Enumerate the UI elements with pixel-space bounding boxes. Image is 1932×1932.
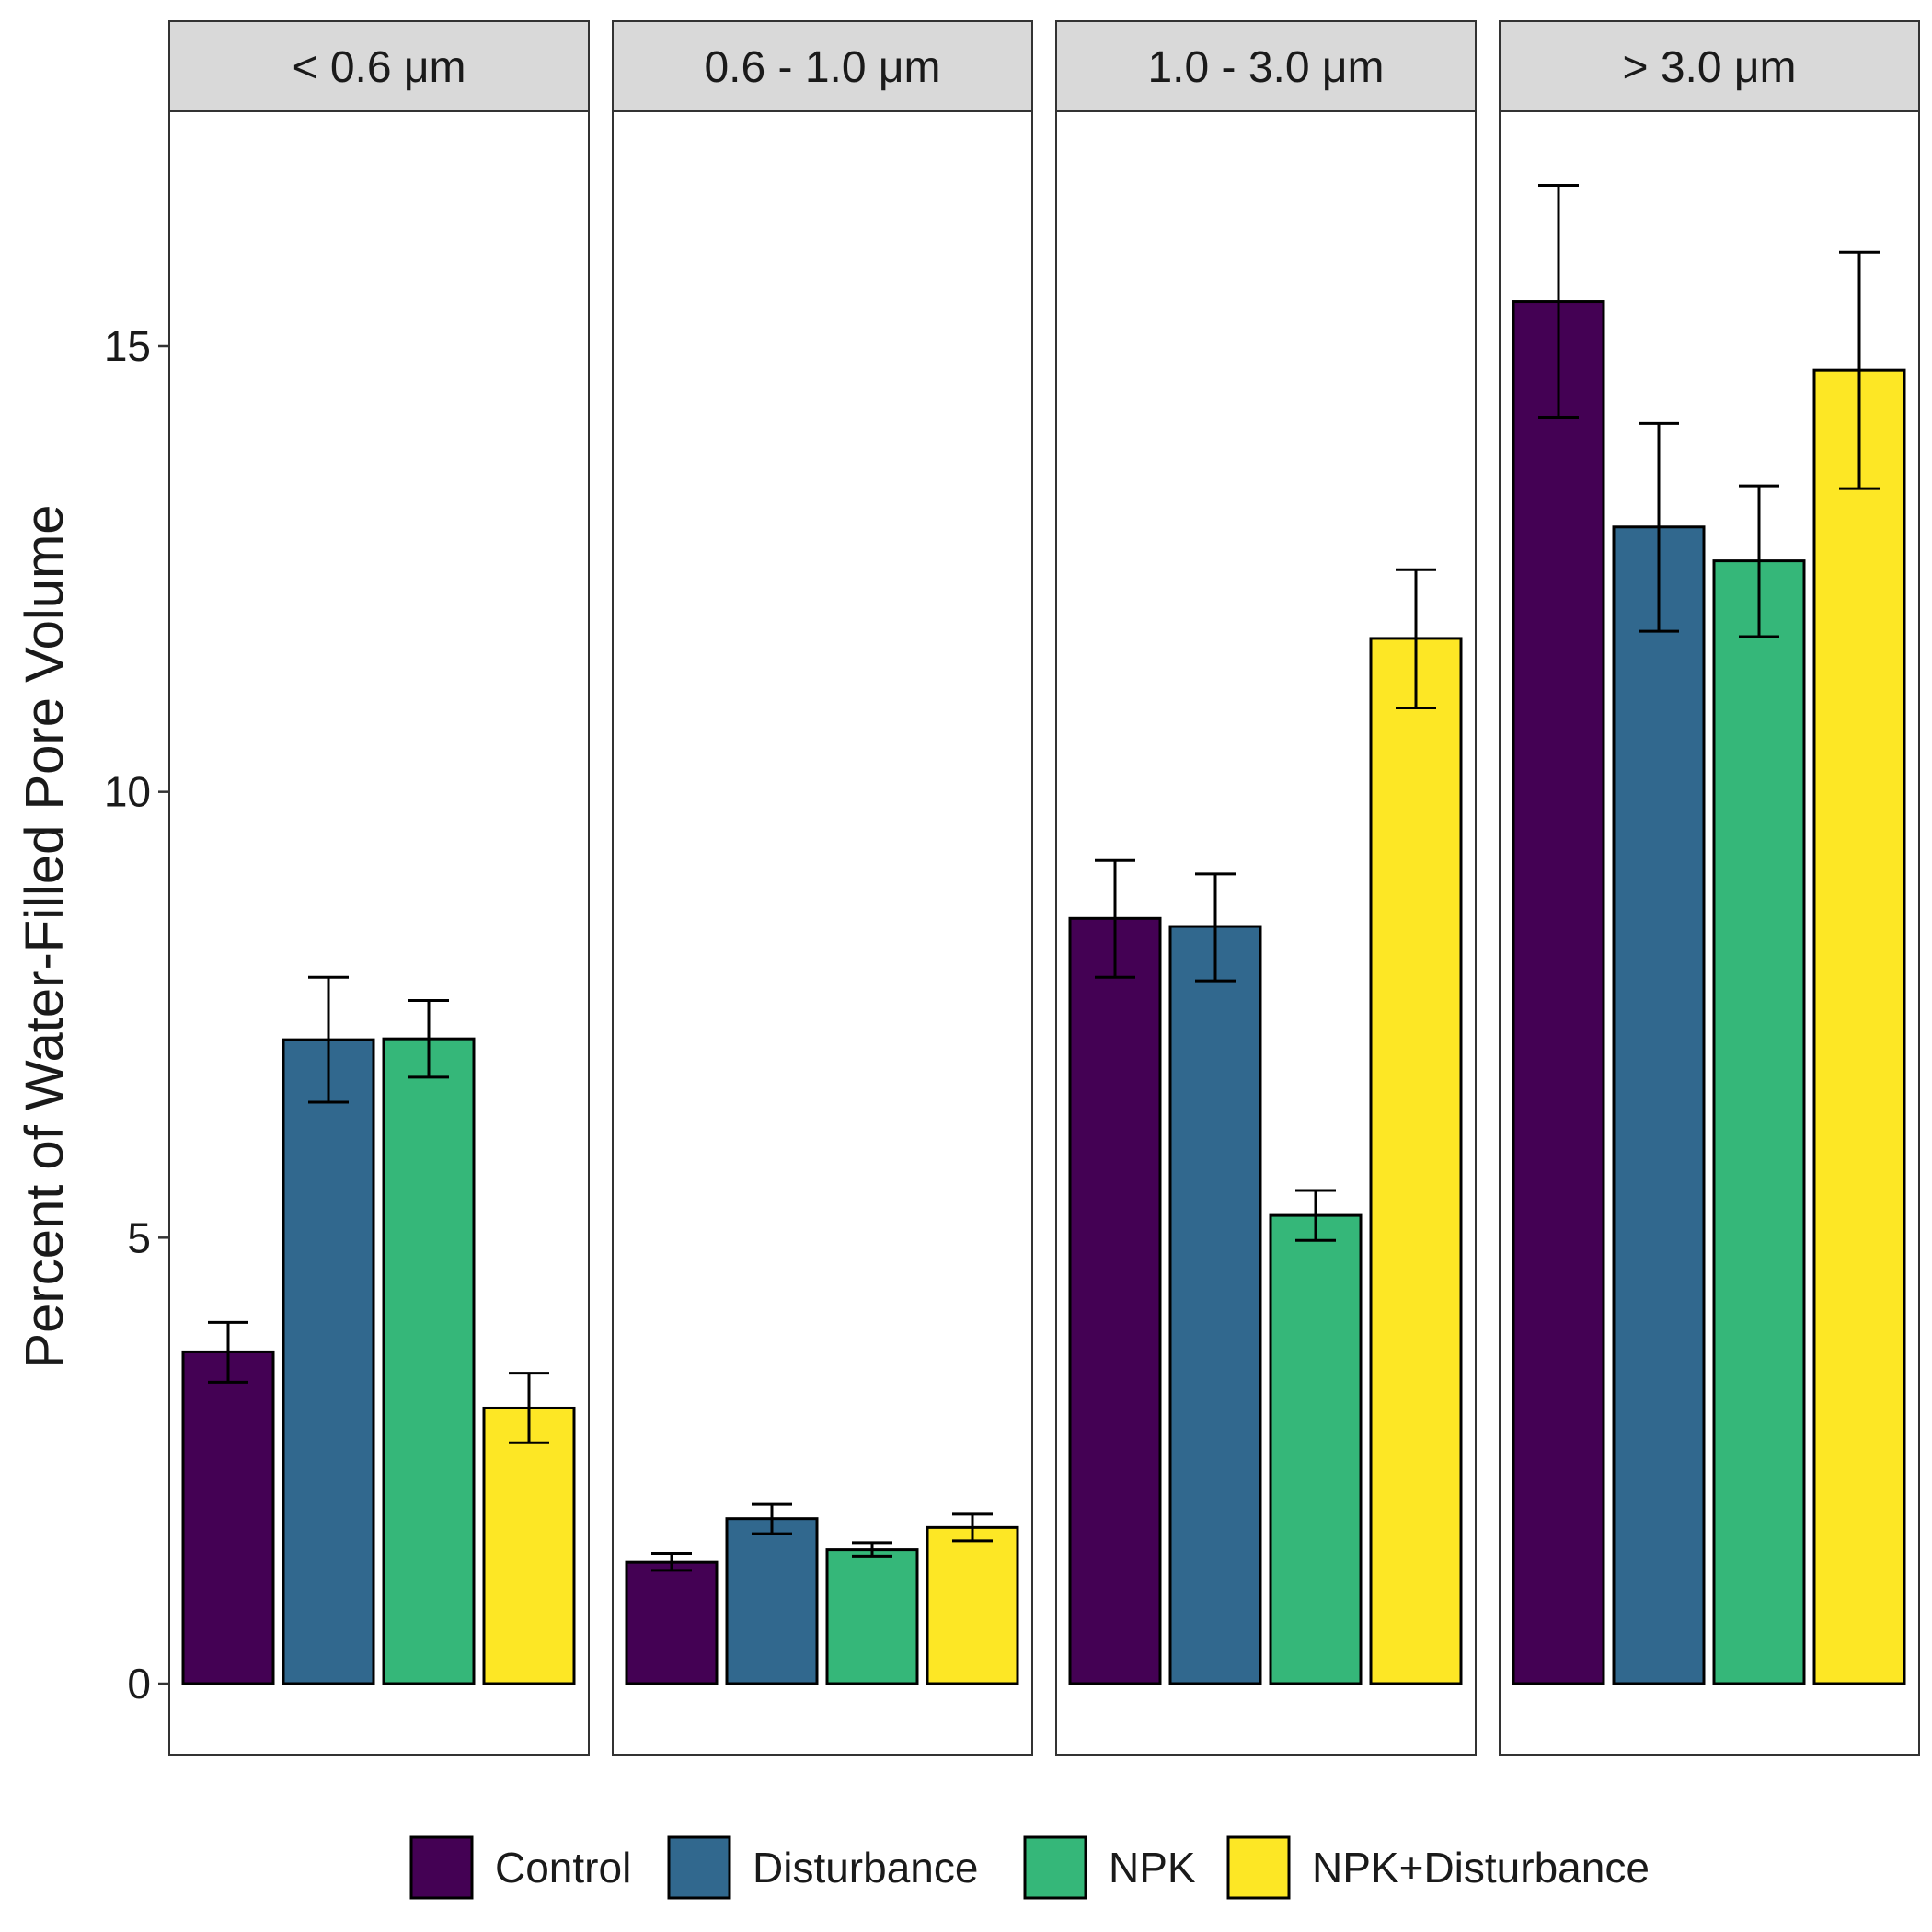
legend: Control Disturbance NPK NPK+Disturbance: [409, 1835, 1650, 1900]
error-bar: [1839, 250, 1880, 490]
y-tick-label-0: 0: [127, 1660, 151, 1708]
facet-panel-2: 0.6 - 1.0 μm: [612, 20, 1033, 1756]
bar-npk-disturbance: [1369, 637, 1463, 1685]
error-bar: [1739, 484, 1779, 638]
bar-control: [1512, 300, 1605, 1685]
bar-npk: [1712, 559, 1806, 1685]
facets: < 0.6 μm 0.6 - 1.0 μm 1.0 - 3.0 μm > 3.0 μm: [168, 20, 1920, 1756]
facet-strip-label: > 3.0 μm: [1622, 43, 1796, 92]
legend-label-npk: NPK: [1109, 1844, 1196, 1892]
error-bar: [1396, 568, 1436, 710]
error-bar: [1095, 858, 1135, 979]
error-bar: [509, 1372, 549, 1444]
bar-disturbance: [725, 1517, 819, 1685]
y-tick-label-15: 15: [104, 322, 151, 370]
facet-strip-label: < 0.6 μm: [292, 43, 466, 92]
facet-panel-4: > 3.0 μm: [1499, 20, 1920, 1756]
error-bar: [1295, 1189, 1336, 1242]
bar-npk: [825, 1548, 919, 1685]
facet-strip-label: 1.0 - 3.0 μm: [1147, 43, 1384, 92]
y-tick-label-10: 10: [104, 768, 151, 816]
bar-control: [181, 1350, 275, 1685]
facet-panel-border: [612, 110, 1033, 1756]
bar-npk: [382, 1037, 476, 1685]
error-bar: [1639, 421, 1679, 633]
error-bar: [1538, 184, 1579, 420]
facet-strip: [168, 20, 590, 112]
bar-npk-disturbance: [482, 1406, 576, 1685]
bar-disturbance: [1612, 525, 1706, 1685]
bar-npk-disturbance: [926, 1525, 1019, 1685]
bar-control: [1068, 916, 1162, 1685]
legend-label-control: Control: [495, 1844, 631, 1892]
y-tick-label-5: 5: [127, 1213, 151, 1261]
y-axis-title: Percent of Water-Filled Pore Volume: [15, 504, 75, 1368]
error-bar: [952, 1512, 993, 1543]
bar-control: [625, 1560, 719, 1685]
legend-key-npk-disturbance: [1226, 1835, 1291, 1900]
facet-strip-label: 0.6 - 1.0 μm: [704, 43, 940, 92]
legend-key-npk: [1023, 1835, 1087, 1900]
facet-panel-1: < 0.6 μm: [168, 20, 590, 1756]
legend-label-npk-disturbance: NPK+Disturbance: [1312, 1844, 1650, 1892]
bar-disturbance: [282, 1038, 375, 1685]
facet-strip: [1499, 20, 1920, 112]
error-bar: [752, 1502, 792, 1535]
bar-npk: [1269, 1213, 1363, 1685]
error-bar: [1195, 872, 1236, 983]
error-bar: [852, 1541, 892, 1558]
facet-panel-3: 1.0 - 3.0 μm: [1055, 20, 1477, 1756]
error-bar: [208, 1320, 248, 1384]
facet-strip: [1055, 20, 1477, 112]
legend-key-disturbance: [667, 1835, 731, 1900]
error-bar: [308, 975, 349, 1104]
legend-label-disturbance: Disturbance: [753, 1844, 978, 1892]
error-bar: [651, 1551, 692, 1572]
bar-disturbance: [1168, 925, 1262, 1685]
bar-npk-disturbance: [1812, 368, 1906, 1685]
y-axis: 0 5 10 15: [104, 322, 169, 1708]
error-bar: [408, 998, 449, 1079]
legend-key-control: [409, 1835, 474, 1900]
